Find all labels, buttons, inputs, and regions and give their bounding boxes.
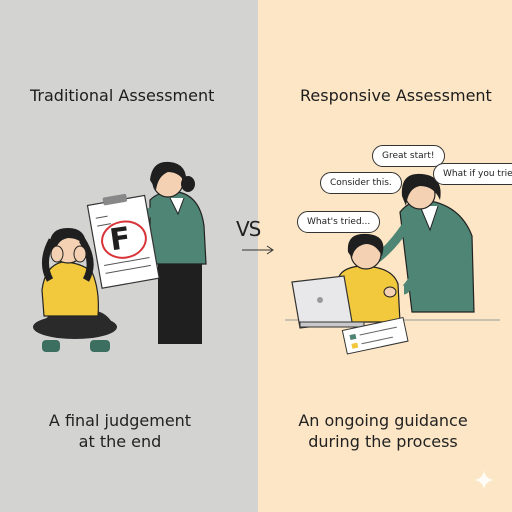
responsive-illustration bbox=[285, 173, 500, 355]
responsive-caption: An ongoing guidance during the process bbox=[293, 410, 473, 452]
responsive-heading: Responsive Assessment bbox=[300, 86, 492, 105]
sad-student-figure bbox=[33, 228, 117, 352]
speech-bubble: What's tried... bbox=[297, 211, 381, 233]
speech-bubble: Great start! bbox=[372, 145, 445, 167]
sparkle-icon bbox=[474, 470, 494, 490]
vs-label: VS bbox=[236, 217, 261, 241]
graded-paper bbox=[86, 193, 160, 289]
laptop-icon bbox=[291, 275, 365, 329]
feedback-sheet bbox=[341, 316, 409, 355]
laptop-student-figure bbox=[335, 233, 401, 323]
traditional-caption-line2: at the end bbox=[78, 432, 162, 451]
responsive-caption-line1: An ongoing guidance bbox=[298, 411, 468, 430]
traditional-caption-line1: A final judgement bbox=[48, 411, 192, 430]
traditional-heading: Traditional Assessment bbox=[30, 86, 215, 105]
traditional-illustration bbox=[33, 161, 207, 352]
traditional-caption: A final judgement at the end bbox=[30, 410, 210, 452]
speech-bubble: What if you tried… bbox=[433, 163, 512, 185]
arrow-right-icon bbox=[242, 245, 274, 255]
helping-teacher-figure bbox=[369, 173, 475, 313]
responsive-caption-line2: during the process bbox=[308, 432, 458, 451]
speech-bubble: Consider this. bbox=[320, 172, 402, 194]
